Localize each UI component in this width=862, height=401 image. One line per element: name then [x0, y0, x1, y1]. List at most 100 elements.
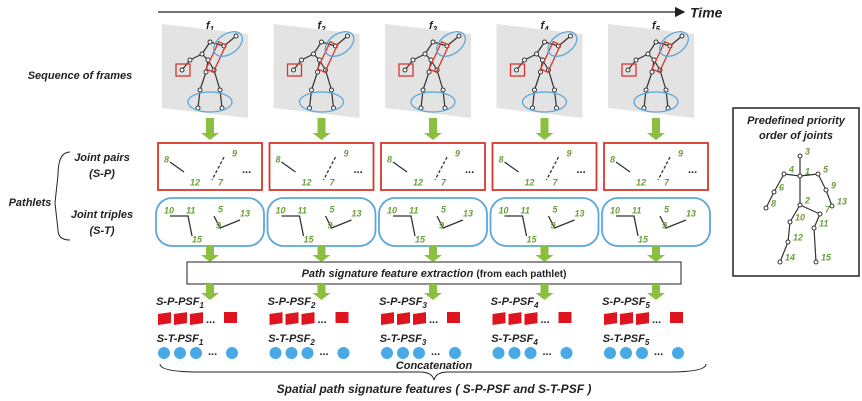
joint-number: 10 [795, 212, 805, 222]
flow-arrow [652, 118, 660, 134]
flow-arrow [201, 293, 219, 300]
st-feature [158, 347, 170, 359]
ellipsis: ... [652, 314, 661, 326]
st-feature [672, 347, 684, 359]
joint-number: 3 [805, 146, 810, 156]
joint [772, 190, 776, 194]
joint-number: 9 [551, 220, 556, 230]
joint [312, 52, 316, 56]
joint-number: 13 [686, 208, 696, 218]
diagram: Time Sequence of frames Pathlets Joint p… [0, 0, 862, 401]
pathlets-brace [55, 152, 70, 240]
joint [316, 70, 320, 74]
sp-psf-label: S-P-PSF5 [602, 296, 650, 310]
summary-label: Spatial path signature features ( S-P-PS… [277, 382, 592, 396]
st-psf-label: S-T-PSF5 [603, 333, 650, 347]
flow-arrow [536, 133, 554, 140]
flow-arrow [647, 293, 665, 300]
sp-feature [158, 312, 171, 325]
flow-arrow [313, 255, 331, 262]
flow-arrow [424, 255, 442, 262]
st-psf-label: S-T-PSF4 [491, 333, 538, 347]
frames-label: Sequence of frames [28, 70, 133, 82]
joint [778, 260, 782, 264]
sp-psf-label: S-P-PSF1 [156, 296, 204, 310]
joint-number: 10 [276, 205, 286, 215]
ellipsis: ... [206, 314, 215, 326]
flow-arrow [429, 284, 437, 294]
joint-number: 8 [276, 154, 281, 164]
flow-arrow [652, 284, 660, 294]
st-psf-label-base: S-T-PSF [380, 333, 422, 345]
ellipsis: ... [429, 314, 438, 326]
flow-arrow [647, 133, 665, 140]
joint [782, 172, 786, 176]
joint-number: 9 [567, 148, 572, 158]
ellipsis: ... [541, 314, 550, 326]
joint-number: 8 [499, 154, 504, 164]
joint [644, 88, 648, 92]
joint-number: 12 [190, 177, 200, 187]
joint-number: 11 [409, 205, 418, 215]
joint [543, 40, 547, 44]
pairs-label: Joint pairs [74, 152, 130, 164]
joint [788, 220, 792, 224]
flow-arrow [541, 284, 549, 294]
joint-number: 12 [413, 177, 423, 187]
ellipsis: ... [318, 314, 327, 326]
st-feature [413, 347, 425, 359]
st-psf-label: S-T-PSF1 [157, 333, 204, 347]
ellipsis: ... [320, 346, 329, 358]
st-feature [636, 347, 648, 359]
joint-number: 15 [304, 234, 315, 244]
sp-psf-label: S-P-PSF4 [491, 296, 539, 310]
priority-title: Predefined priority [747, 115, 846, 127]
joint-number: 12 [636, 177, 646, 187]
joint-number: 11 [186, 205, 195, 215]
st-feature [509, 347, 521, 359]
st-feature [270, 347, 282, 359]
st-psf-label: S-T-PSF3 [380, 333, 427, 347]
st-feature [302, 347, 314, 359]
joint-number: 12 [525, 177, 535, 187]
ellipsis: ... [431, 346, 440, 358]
joint [310, 88, 314, 92]
joint [798, 154, 802, 158]
ellipsis: ... [654, 346, 663, 358]
joint [824, 188, 828, 192]
joint [457, 34, 461, 38]
time-label: Time [690, 5, 723, 21]
joint-number: 9 [662, 220, 667, 230]
joint-number: 8 [771, 198, 776, 208]
joint-number: 1 [805, 166, 810, 176]
sp-psf-label: S-P-PSF3 [379, 296, 427, 310]
joint [515, 68, 519, 72]
joint [300, 58, 304, 62]
sp-feature [413, 312, 426, 325]
ellipsis: ... [465, 164, 474, 176]
flow-arrow [652, 246, 660, 256]
st-psf-label-base: S-T-PSF [157, 333, 199, 345]
joint-number: 2 [804, 195, 810, 205]
sp-feature [636, 312, 649, 325]
joint [188, 58, 192, 62]
triples-label: (S-T) [89, 225, 114, 237]
joint [646, 52, 650, 56]
sp-feature [447, 312, 460, 323]
sp-psf-label: S-P-PSF2 [268, 296, 316, 310]
sp-psf-label-base: S-P-PSF [156, 296, 200, 308]
flow-arrow [429, 118, 437, 134]
joint [533, 88, 537, 92]
joint [421, 88, 425, 92]
flow-arrow [541, 118, 549, 134]
sp-feature [286, 312, 299, 325]
joint-number: 15 [192, 234, 203, 244]
flow-arrow [536, 293, 554, 300]
joint-number: 13 [240, 208, 250, 218]
joint [650, 70, 654, 74]
ellipsis: ... [242, 164, 251, 176]
flow-arrow [429, 246, 437, 256]
st-feature [620, 347, 632, 359]
sp-psf-label-base: S-P-PSF [379, 296, 423, 308]
st-feature [174, 347, 186, 359]
